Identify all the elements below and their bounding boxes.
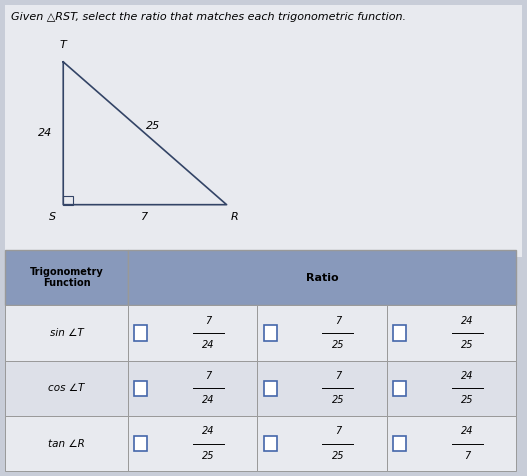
Bar bbox=[393, 381, 406, 396]
Text: 24: 24 bbox=[461, 316, 473, 326]
Bar bbox=[5, 361, 128, 416]
Text: sin ∠T: sin ∠T bbox=[50, 328, 83, 338]
Text: 25: 25 bbox=[461, 396, 473, 406]
Bar bbox=[258, 361, 387, 416]
Text: 24: 24 bbox=[461, 371, 473, 381]
Text: R: R bbox=[231, 212, 238, 222]
Text: 25: 25 bbox=[331, 340, 344, 350]
Text: tan ∠R: tan ∠R bbox=[48, 438, 85, 448]
Text: 25: 25 bbox=[461, 340, 473, 350]
Bar bbox=[5, 416, 128, 471]
Bar bbox=[5, 305, 128, 361]
Bar bbox=[393, 436, 406, 451]
Bar bbox=[387, 416, 516, 471]
Bar bbox=[128, 305, 258, 361]
Bar bbox=[393, 325, 406, 340]
Text: Trigonometry
Function: Trigonometry Function bbox=[30, 267, 103, 288]
Bar bbox=[128, 250, 516, 305]
Bar bbox=[63, 196, 73, 205]
Text: 7: 7 bbox=[205, 371, 211, 381]
Bar bbox=[134, 325, 148, 340]
Text: 24: 24 bbox=[202, 396, 214, 406]
Text: S: S bbox=[49, 212, 56, 222]
Bar bbox=[387, 305, 516, 361]
Text: 24: 24 bbox=[202, 426, 214, 436]
Text: cos ∠T: cos ∠T bbox=[48, 383, 85, 393]
Text: 24: 24 bbox=[37, 128, 52, 139]
Bar bbox=[258, 416, 387, 471]
Text: 7: 7 bbox=[335, 316, 341, 326]
Text: 25: 25 bbox=[202, 451, 214, 461]
Bar bbox=[128, 361, 258, 416]
Text: 7: 7 bbox=[335, 426, 341, 436]
Bar bbox=[264, 325, 277, 340]
Text: 24: 24 bbox=[202, 340, 214, 350]
Text: 7: 7 bbox=[205, 316, 211, 326]
Text: 7: 7 bbox=[335, 371, 341, 381]
Bar bbox=[264, 436, 277, 451]
Bar bbox=[387, 361, 516, 416]
Text: Given △RST, select the ratio that matches each trigonometric function.: Given △RST, select the ratio that matche… bbox=[11, 12, 406, 22]
Text: 24: 24 bbox=[461, 426, 473, 436]
Text: 7: 7 bbox=[464, 451, 471, 461]
Bar bbox=[5, 5, 522, 257]
Bar bbox=[264, 381, 277, 396]
Bar bbox=[5, 250, 128, 305]
Bar bbox=[128, 416, 258, 471]
Text: 7: 7 bbox=[141, 211, 149, 222]
Text: 25: 25 bbox=[145, 121, 160, 131]
Text: 25: 25 bbox=[331, 396, 344, 406]
Text: T: T bbox=[60, 40, 66, 50]
Text: Ratio: Ratio bbox=[306, 273, 338, 283]
Bar bbox=[134, 381, 148, 396]
Bar bbox=[134, 436, 148, 451]
Bar bbox=[258, 305, 387, 361]
Text: 25: 25 bbox=[331, 451, 344, 461]
